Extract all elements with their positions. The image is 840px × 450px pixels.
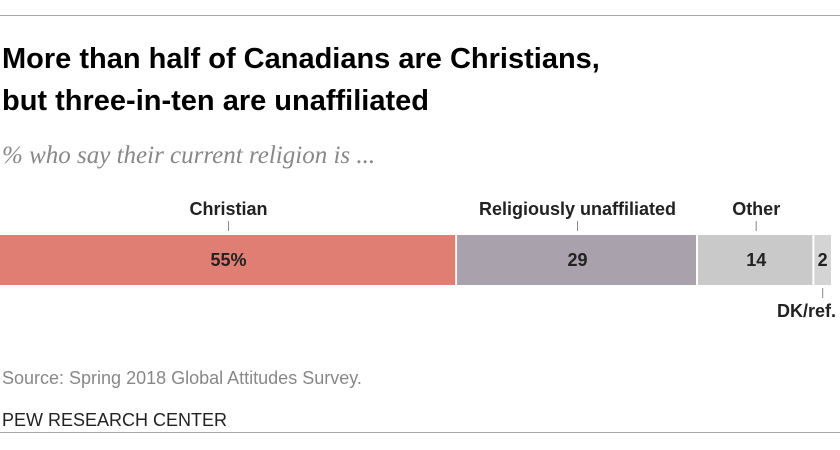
title-line: More than half of Canadians are Christia… — [2, 43, 600, 75]
category-label: Religiously unaffiliated — [479, 199, 676, 219]
title-line: but three-in-ten are unaffiliated — [2, 85, 429, 117]
category-label: DK/ref. — [777, 301, 836, 321]
value-label: 29 — [568, 250, 588, 270]
value-label: 55% — [211, 250, 247, 270]
subtitle: % who say their current religion is ... — [2, 142, 376, 169]
chart-title: More than half of Canadians are Christia… — [2, 38, 600, 122]
category-label: Other — [732, 199, 780, 219]
value-label: 14 — [746, 250, 766, 270]
bar-segment — [0, 235, 456, 285]
bar-segment — [698, 235, 813, 285]
source: Source: Spring 2018 Global Attitudes Sur… — [2, 368, 362, 388]
credit: PEW RESEARCH CENTER — [2, 410, 228, 430]
top-rule — [0, 15, 840, 16]
bottom-rule — [0, 432, 840, 433]
value-label: 2 — [818, 250, 828, 270]
bar-segment — [814, 235, 831, 285]
bar-segment — [457, 235, 697, 285]
category-label: Christian — [190, 199, 268, 219]
chart: 55% Christian 29 Religiously unaffiliated 14… — [0, 199, 836, 321]
